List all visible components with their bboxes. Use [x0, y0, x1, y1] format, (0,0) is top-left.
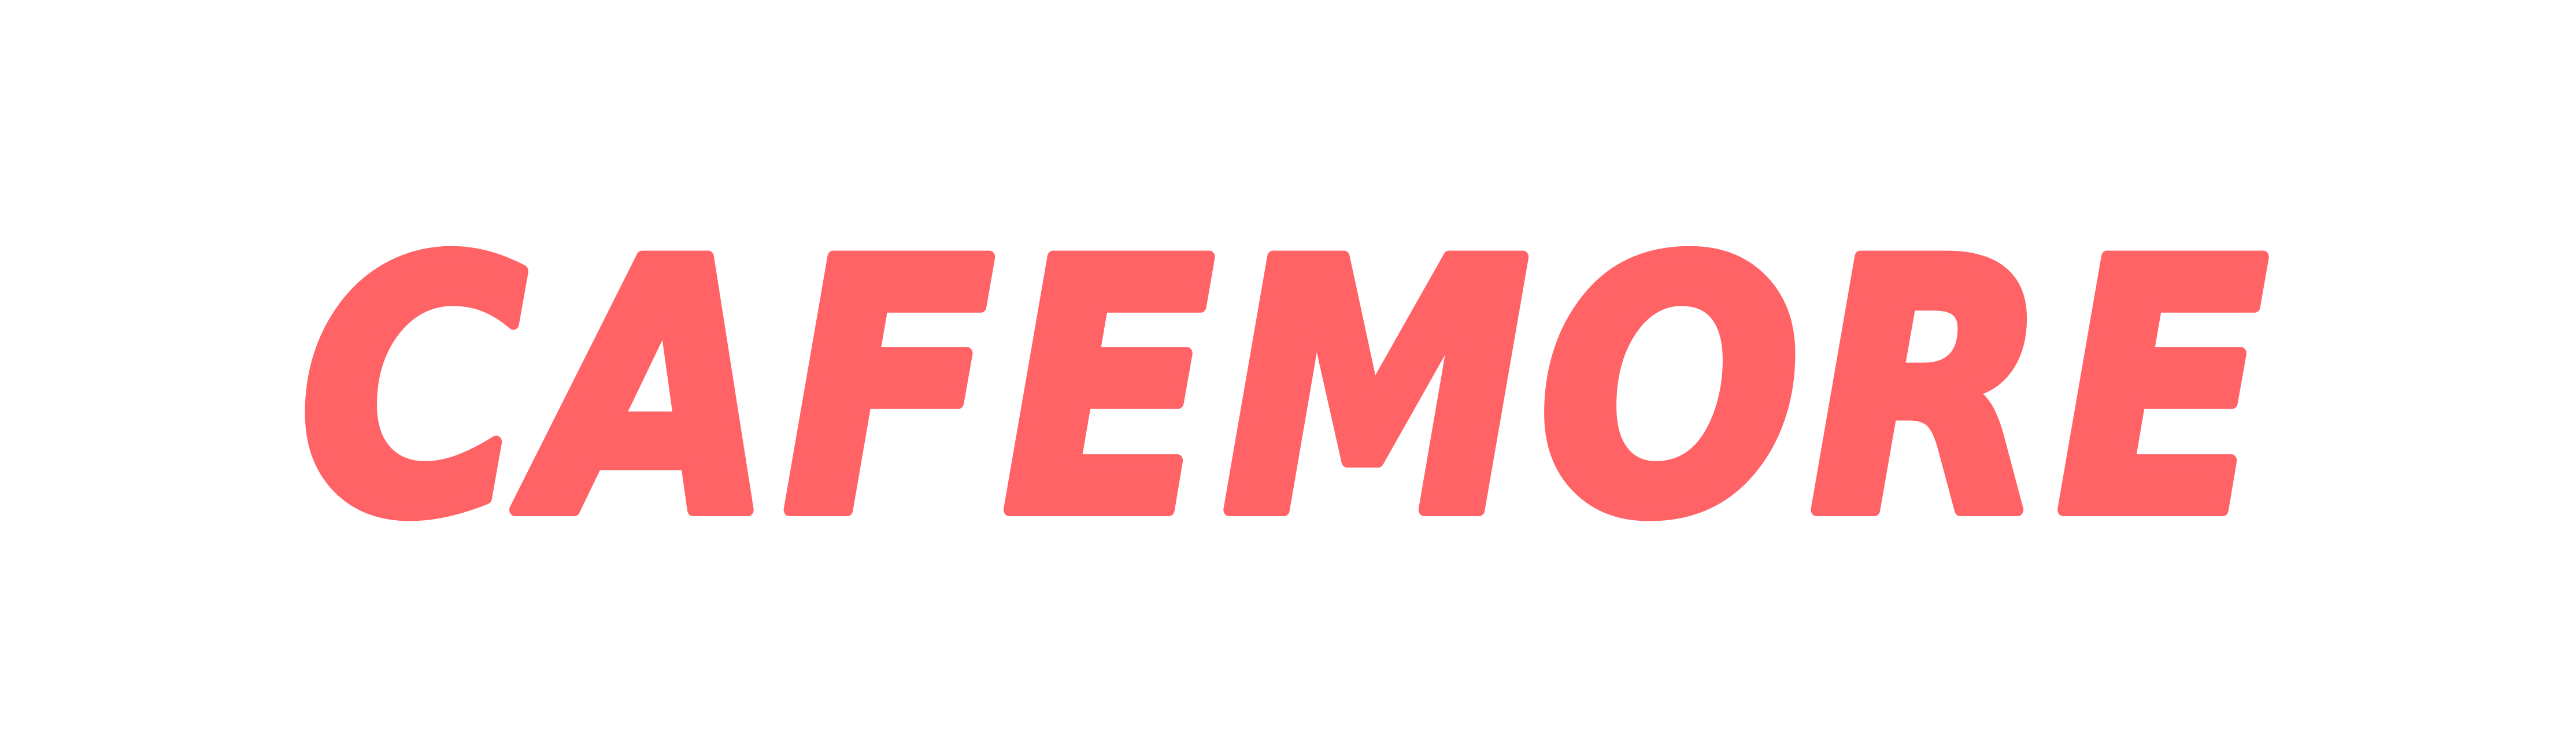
logo-wordmark: CAFEMORE — [299, 188, 2277, 592]
